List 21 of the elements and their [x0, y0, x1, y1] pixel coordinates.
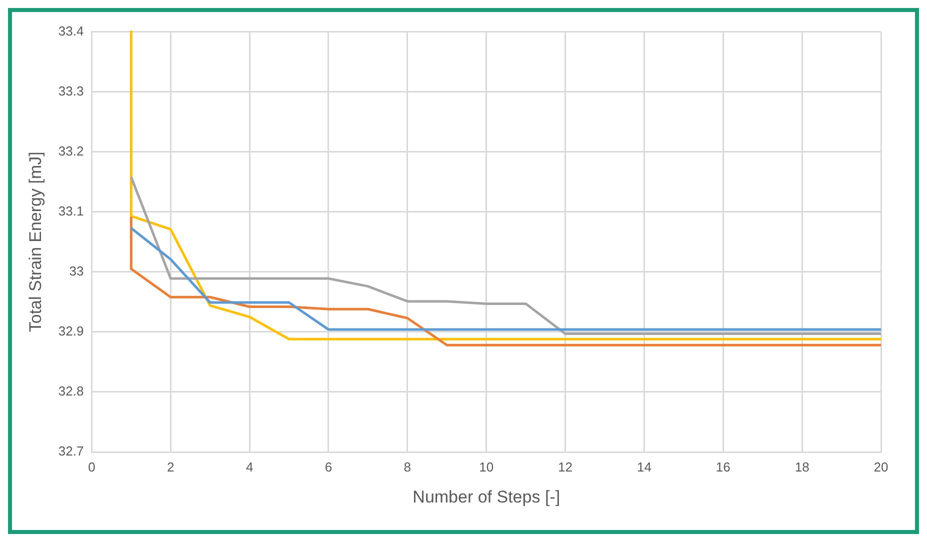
x-tick-label: 6: [324, 459, 332, 474]
y-tick-label: 32.7: [58, 444, 84, 459]
x-tick-label: 10: [479, 459, 494, 474]
y-tick-label: 33: [69, 263, 84, 278]
x-tick-label: 4: [246, 459, 254, 474]
y-tick-label: 33.1: [58, 203, 84, 218]
x-tick-label: 12: [558, 459, 573, 474]
x-axis-title: Number of Steps [-]: [412, 487, 560, 506]
x-tick-label: 16: [716, 459, 730, 474]
x-tick-label: 0: [88, 459, 96, 474]
y-axis-title: Total Strain Energy [mJ]: [26, 152, 45, 332]
y-tick-label: 33.3: [58, 83, 84, 98]
y-tick-label: 33.4: [58, 23, 84, 38]
x-tick-label: 2: [167, 459, 174, 474]
y-tick-label: 32.9: [58, 324, 84, 339]
y-tick-label: 33.2: [58, 143, 84, 158]
x-tick-label: 8: [404, 459, 412, 474]
x-tick-label: 18: [794, 459, 810, 474]
x-tick-label: 14: [636, 459, 652, 474]
y-tick-label: 32.8: [58, 384, 84, 399]
x-tick-label: 20: [874, 459, 888, 474]
